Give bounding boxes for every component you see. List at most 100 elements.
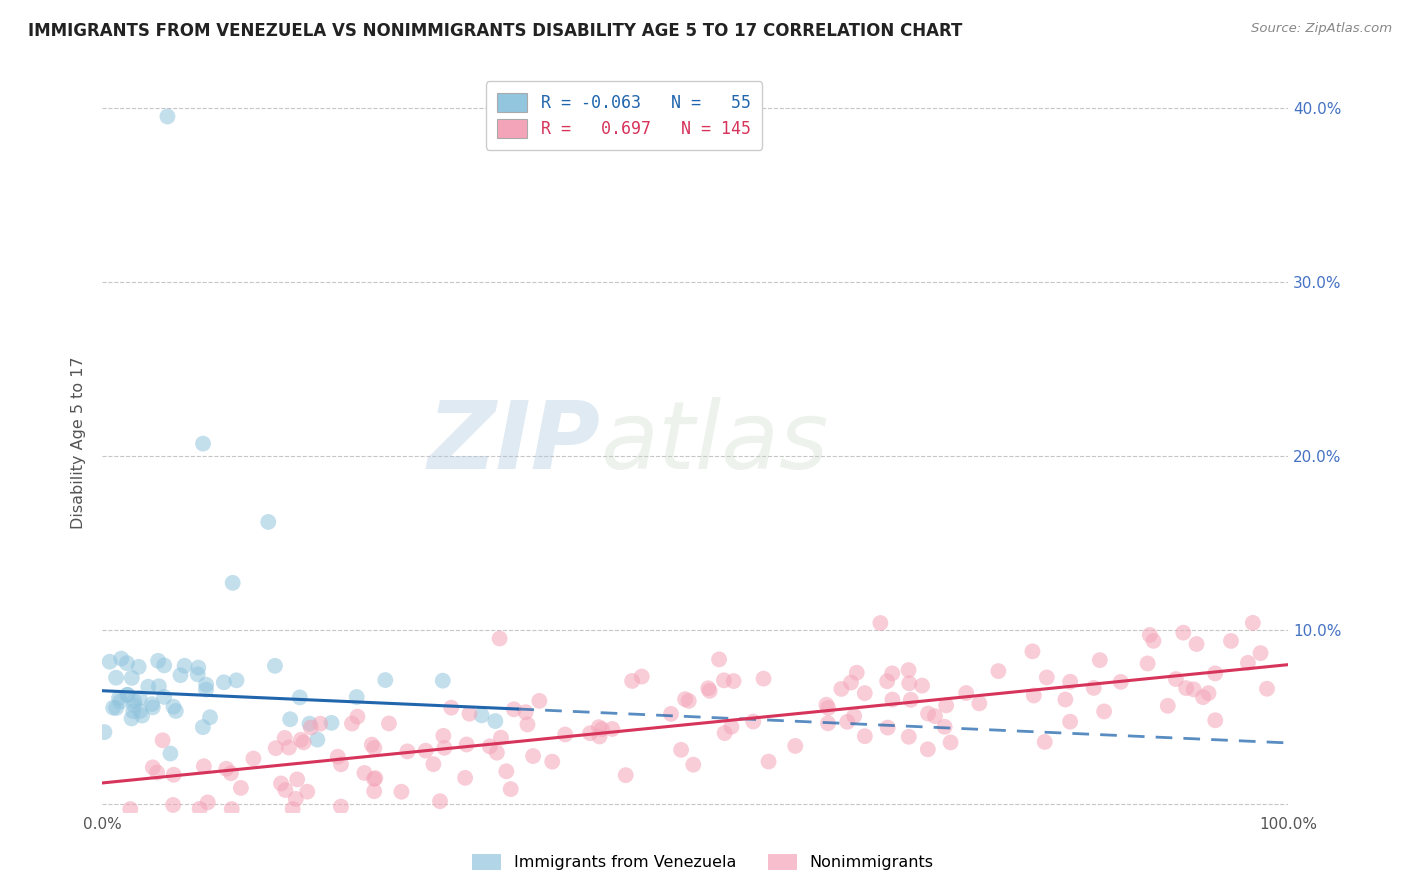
Point xyxy=(103,700,125,714)
Point xyxy=(432,673,454,688)
Point xyxy=(148,679,170,693)
Point xyxy=(162,699,184,714)
Point xyxy=(433,740,456,755)
Point xyxy=(924,709,946,723)
Point xyxy=(699,684,721,698)
Point xyxy=(911,679,934,693)
Point xyxy=(522,749,544,764)
Point xyxy=(128,660,150,674)
Point xyxy=(489,731,512,745)
Point xyxy=(516,717,538,731)
Y-axis label: Disability Age 5 to 17: Disability Age 5 to 17 xyxy=(72,357,86,529)
Point xyxy=(723,674,745,689)
Point xyxy=(195,682,218,697)
Point xyxy=(162,797,184,812)
Point xyxy=(105,671,128,685)
Point xyxy=(682,757,704,772)
Point xyxy=(169,668,191,682)
Point xyxy=(353,766,375,780)
Point xyxy=(853,686,876,700)
Point xyxy=(212,675,235,690)
Point xyxy=(193,759,215,773)
Point xyxy=(330,799,353,814)
Point xyxy=(273,731,295,745)
Point xyxy=(290,732,312,747)
Point xyxy=(499,782,522,797)
Point xyxy=(285,772,308,787)
Point xyxy=(153,658,176,673)
Point xyxy=(898,676,921,690)
Point xyxy=(1198,686,1220,700)
Point xyxy=(156,110,179,124)
Point xyxy=(215,762,238,776)
Point xyxy=(264,741,287,756)
Point xyxy=(876,674,898,689)
Point xyxy=(1220,634,1243,648)
Point xyxy=(600,722,623,736)
Point xyxy=(128,691,150,706)
Point xyxy=(264,658,287,673)
Point xyxy=(105,701,128,715)
Point xyxy=(1157,698,1180,713)
Point xyxy=(845,665,868,680)
Point xyxy=(1139,628,1161,642)
Point xyxy=(1237,656,1260,670)
Point xyxy=(720,720,742,734)
Point xyxy=(141,697,163,711)
Point xyxy=(187,667,209,681)
Point xyxy=(346,709,368,723)
Point xyxy=(1175,681,1198,695)
Point xyxy=(1088,653,1111,667)
Point xyxy=(422,757,444,772)
Point xyxy=(152,733,174,747)
Point xyxy=(817,716,839,731)
Point xyxy=(1033,735,1056,749)
Point xyxy=(478,739,501,754)
Point xyxy=(785,739,807,753)
Point xyxy=(136,680,159,694)
Point xyxy=(257,515,280,529)
Point xyxy=(917,706,939,721)
Point xyxy=(1173,625,1195,640)
Point xyxy=(142,760,165,774)
Point xyxy=(122,694,145,708)
Point xyxy=(471,708,494,723)
Point xyxy=(1021,644,1043,658)
Point xyxy=(882,666,904,681)
Text: ZIP: ZIP xyxy=(427,397,600,489)
Point xyxy=(146,654,169,668)
Point xyxy=(122,704,145,718)
Point xyxy=(707,652,730,666)
Point xyxy=(129,704,152,718)
Point xyxy=(659,706,682,721)
Point xyxy=(758,755,780,769)
Point xyxy=(191,436,214,450)
Point xyxy=(917,742,939,756)
Point xyxy=(195,678,218,692)
Point xyxy=(969,697,991,711)
Point xyxy=(364,771,387,785)
Point xyxy=(1059,714,1081,729)
Text: atlas: atlas xyxy=(600,397,828,488)
Point xyxy=(173,658,195,673)
Point xyxy=(131,708,153,723)
Point xyxy=(326,749,349,764)
Point xyxy=(281,802,304,816)
Text: Source: ZipAtlas.com: Source: ZipAtlas.com xyxy=(1251,22,1392,36)
Point xyxy=(588,730,610,744)
Point xyxy=(396,744,419,758)
Point xyxy=(697,681,720,696)
Point xyxy=(1036,670,1059,684)
Point xyxy=(1192,690,1215,705)
Point xyxy=(673,692,696,706)
Point xyxy=(191,720,214,734)
Point xyxy=(837,714,859,729)
Point xyxy=(298,716,321,731)
Point xyxy=(1182,682,1205,697)
Point xyxy=(1185,637,1208,651)
Point xyxy=(484,714,506,728)
Point xyxy=(121,711,143,725)
Point xyxy=(485,746,508,760)
Point xyxy=(844,709,866,723)
Point xyxy=(713,673,735,688)
